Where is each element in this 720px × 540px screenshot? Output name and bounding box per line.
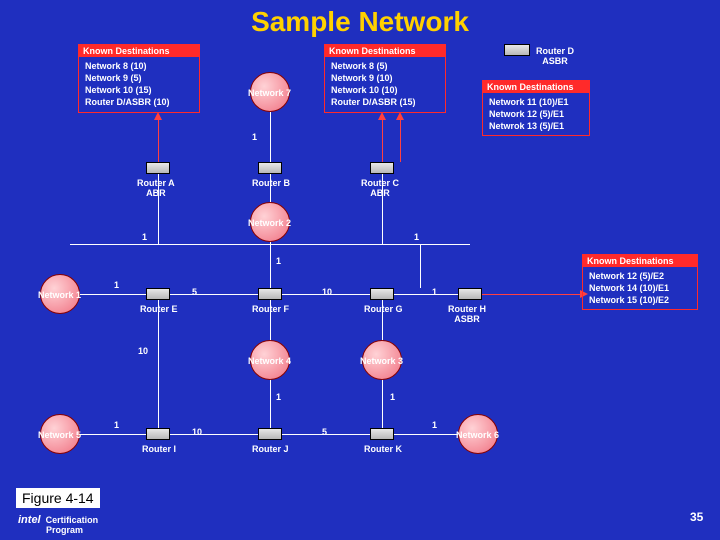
rtr-e-label: Router E bbox=[140, 304, 178, 314]
kd-d: Known DestinationsNetwork 11 (10)/E1Netw… bbox=[482, 80, 590, 136]
rtr-k bbox=[370, 428, 394, 440]
link-h-2 bbox=[170, 294, 458, 295]
link-h-1 bbox=[80, 294, 146, 295]
link-v-6 bbox=[158, 300, 159, 428]
kd-a: Known DestinationsNetwork 8 (10)Network … bbox=[78, 44, 200, 113]
rtr-j bbox=[258, 428, 282, 440]
arrow-up-icon bbox=[396, 112, 404, 120]
rtr-f-label: Router F bbox=[252, 304, 289, 314]
link-v-5 bbox=[420, 244, 421, 288]
rtr-k-label: Router K bbox=[364, 444, 402, 454]
rtr-d-box bbox=[504, 44, 530, 56]
net-6-label: Network 6 bbox=[456, 430, 499, 440]
rtr-a bbox=[146, 162, 170, 174]
rtr-h bbox=[458, 288, 482, 300]
link-v-11 bbox=[400, 118, 401, 162]
rtr-h-label: Router HASBR bbox=[448, 304, 486, 325]
net-1-label: Network 1 bbox=[38, 290, 81, 300]
rtr-a-label: Router AABR bbox=[137, 178, 175, 199]
rtr-g bbox=[370, 288, 394, 300]
cost-0: 1 bbox=[252, 132, 257, 142]
cost-1: 1 bbox=[142, 232, 147, 242]
cost-10: 1 bbox=[390, 392, 395, 402]
net-2-label: Network 2 bbox=[248, 218, 291, 228]
cost-5: 5 bbox=[192, 287, 197, 297]
rtr-b bbox=[258, 162, 282, 174]
footer-brand: intel CertificationProgram bbox=[18, 514, 98, 536]
net-5-label: Network 5 bbox=[38, 430, 81, 440]
cost-13: 5 bbox=[322, 427, 327, 437]
kd-c: Known DestinationsNetwork 8 (5)Network 9… bbox=[324, 44, 446, 113]
rtr-f bbox=[258, 288, 282, 300]
arrow-up-icon bbox=[378, 112, 386, 120]
rtr-d-box-label: Router DASBR bbox=[536, 46, 574, 67]
link-h-3 bbox=[80, 434, 146, 435]
cost-6: 10 bbox=[322, 287, 332, 297]
kd-body: Network 8 (10)Network 9 (5)Network 10 (1… bbox=[79, 57, 199, 112]
net-7-label: Network 7 bbox=[248, 88, 291, 98]
cost-4: 1 bbox=[114, 280, 119, 290]
slide-title: Sample Network bbox=[168, 6, 552, 38]
link-v-9 bbox=[158, 118, 159, 162]
kd-body: Network 8 (5)Network 9 (10)Network 10 (1… bbox=[325, 57, 445, 112]
kd-h: Known DestinationsNetwork 12 (5)/E2Netwo… bbox=[582, 254, 698, 310]
rtr-b-label: Router B bbox=[252, 178, 290, 188]
kd-body: Network 11 (10)/E1Network 12 (5)/E1Netwr… bbox=[483, 93, 589, 135]
kd-header: Known Destinations bbox=[583, 255, 697, 267]
cost-11: 1 bbox=[114, 420, 119, 430]
cost-3: 1 bbox=[276, 256, 281, 266]
figure-caption: Figure 4-14 bbox=[16, 488, 100, 508]
rtr-e bbox=[146, 288, 170, 300]
link-h-5 bbox=[482, 294, 582, 295]
link-v-4 bbox=[270, 244, 271, 288]
kd-header: Known Destinations bbox=[325, 45, 445, 57]
cost-12: 10 bbox=[192, 427, 202, 437]
rtr-i-label: Router I bbox=[142, 444, 176, 454]
arrow-up-icon bbox=[154, 112, 162, 120]
kd-body: Network 12 (5)/E2Network 14 (10)/E1Netwo… bbox=[583, 267, 697, 309]
kd-header: Known Destinations bbox=[79, 45, 199, 57]
link-v-10 bbox=[382, 118, 383, 162]
rtr-j-label: Router J bbox=[252, 444, 289, 454]
net-4-label: Network 4 bbox=[248, 356, 291, 366]
page-number: 35 bbox=[690, 510, 703, 524]
rtr-c-label: Router CABR bbox=[361, 178, 399, 199]
rtr-c bbox=[370, 162, 394, 174]
slide-canvas: Sample Network Figure 4-14 35 intel Certifi… bbox=[0, 0, 720, 540]
cost-14: 1 bbox=[432, 420, 437, 430]
cost-9: 1 bbox=[276, 392, 281, 402]
net-3-label: Network 3 bbox=[360, 356, 403, 366]
cost-7: 1 bbox=[432, 287, 437, 297]
link-h-4 bbox=[170, 434, 458, 435]
cost-8: 10 bbox=[138, 346, 148, 356]
cost-2: 1 bbox=[414, 232, 419, 242]
rtr-i bbox=[146, 428, 170, 440]
rtr-g-label: Router G bbox=[364, 304, 403, 314]
link-v-3 bbox=[270, 112, 271, 162]
kd-header: Known Destinations bbox=[483, 81, 589, 93]
